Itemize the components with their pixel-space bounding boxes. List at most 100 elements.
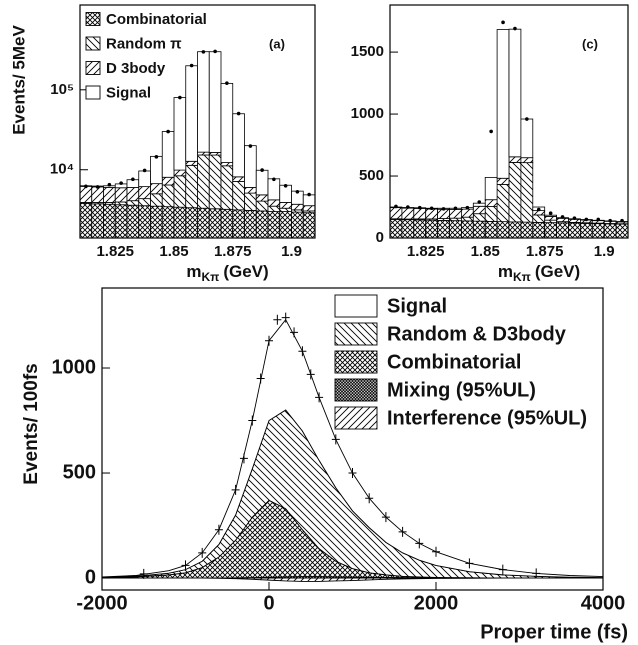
histogram-bar [80,202,93,238]
histogram-bar [496,221,510,238]
histogram-bar [197,154,210,209]
histogram-bar [520,162,534,223]
panel-label: (c) [582,36,598,51]
histogram-bar [220,165,234,210]
data-point [584,217,589,222]
histogram-bar [520,118,534,159]
legend-swatch [85,36,101,51]
histogram-bar [114,187,128,203]
histogram-bar [302,212,315,238]
x-label-sub: Kπ [513,270,531,284]
histogram-bar [161,184,175,208]
data-point [307,192,311,197]
histogram-bar [267,199,281,207]
y-tick-label: 0 [85,566,96,588]
x-label-unit: (GeV) [223,262,268,281]
histogram-bar [138,186,151,200]
histogram-bar [150,183,163,195]
histogram-bar [161,176,175,186]
legend-swatch [334,294,378,318]
histogram-bar [126,187,140,202]
histogram-bar [232,180,245,211]
histogram-bar [150,155,163,185]
histogram-bar [255,210,269,238]
histogram-bar [508,28,522,158]
histogram-bar [437,220,450,238]
histogram-bar [267,178,281,201]
legend-label: Mixing (95%UL) [387,379,536,401]
data-point [548,211,553,216]
plot-area [102,312,603,582]
data-point [608,218,612,223]
histogram-bar [302,194,315,207]
histogram-bar [244,192,257,211]
data-point [95,185,100,189]
data-point [265,335,273,346]
histogram-bar [150,205,163,238]
legend-label: Signal [106,84,151,101]
data-point [214,524,223,535]
histogram-bar [126,204,140,238]
histogram-bar [425,208,439,220]
histogram-bar [185,65,198,162]
panel-label: (a) [269,36,285,51]
histogram-bar [279,202,292,209]
data-point [178,95,182,100]
data-point [119,181,123,185]
plot-frame [389,4,629,239]
histogram-bar [544,216,558,221]
legend-swatch [334,406,378,430]
data-point [84,184,88,189]
y-tick-label: 1000 [351,105,384,122]
data-point [131,177,135,182]
histogram-bar [472,205,486,215]
data-point [415,538,424,549]
data-point [429,206,434,211]
histogram-bar [138,198,151,207]
histogram-bar [255,194,269,202]
data-point [213,49,217,54]
data-point [489,129,493,134]
plot-frame [101,287,604,591]
legend-swatch [334,350,378,374]
histogram-bar [150,193,163,207]
histogram-bar [279,184,292,203]
histogram-bar [197,151,210,156]
histogram-bar [138,170,151,188]
data-point [501,20,505,25]
histogram-bar [544,214,558,217]
legend-label: Signal [387,295,447,317]
x-tick-label: 1.825 [96,243,134,260]
data-point [201,50,206,54]
data-point [572,216,577,220]
y-tick-label: 500 [63,461,96,483]
legend-swatch [85,12,101,26]
histogram-bar [185,160,198,166]
x-tick-label: 1.9 [594,243,615,260]
histogram-bar [244,187,257,194]
histogram-bar [232,113,245,178]
histogram-bar [532,221,546,238]
plot-frame [79,4,316,239]
histogram-bar [568,222,581,238]
histogram-bar [185,207,198,238]
histogram-bar [580,222,593,238]
histogram-bar [244,145,257,188]
histogram-bar [220,208,234,238]
histogram-bar [520,157,534,164]
histogram-bar [244,210,257,238]
data-point [107,182,112,187]
histogram-bar [390,207,403,220]
data-point [298,346,307,357]
data-point [306,369,315,380]
y-axis-label: Events/ 5MeV [9,25,28,135]
histogram-bar [508,161,522,223]
histogram-bar [208,208,222,238]
histogram-bar [103,187,116,203]
histogram-bar [103,203,116,238]
histogram-bar [302,205,315,212]
data-point [406,205,410,209]
histogram-bar [161,131,175,178]
data-point [260,168,264,172]
y-tick-label: 10⁵ [50,81,74,98]
